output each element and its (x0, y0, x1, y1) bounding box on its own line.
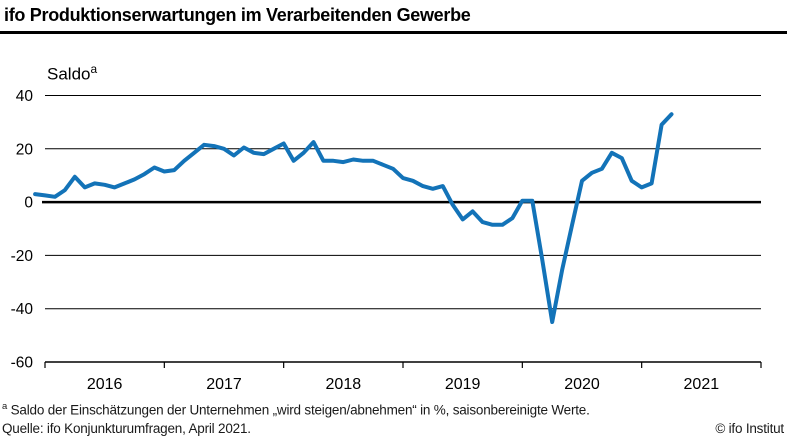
y-tick-label: 20 (16, 141, 34, 158)
copyright-text: © ifo Institut (715, 421, 784, 436)
source-row: Quelle: ifo Konjunkturumfragen, April 20… (2, 421, 784, 436)
chart-footnote: a Saldo der Einschätzungen der Unternehm… (2, 401, 590, 418)
title-divider (0, 31, 787, 34)
y-tick-label: -40 (11, 301, 34, 318)
x-tick-label: 2021 (684, 376, 720, 393)
x-tick-label: 2019 (445, 376, 481, 393)
y-axis-unit-label: Saldoa (47, 62, 97, 85)
source-text: Quelle: ifo Konjunkturumfragen, April 20… (2, 421, 251, 436)
y-tick-label: -60 (11, 355, 34, 372)
y-axis-unit-text: Saldo (47, 64, 91, 84)
page-title: ifo Produktionserwartungen im Verarbeite… (4, 5, 471, 25)
x-tick-label: 2016 (87, 376, 123, 393)
footnote-text: Saldo der Einschätzungen der Unternehmen… (10, 402, 590, 418)
x-tick-label: 2018 (326, 376, 362, 393)
footnote-marker: a (2, 401, 8, 412)
y-axis-unit-footnote-marker: a (90, 62, 98, 76)
y-tick-label: -20 (11, 248, 34, 265)
data-line (33, 112, 674, 324)
y-tick-label: 0 (24, 195, 33, 212)
x-tick-label: 2020 (564, 376, 600, 393)
x-tick-label: 2017 (206, 376, 242, 393)
y-tick-label: 40 (16, 88, 34, 105)
